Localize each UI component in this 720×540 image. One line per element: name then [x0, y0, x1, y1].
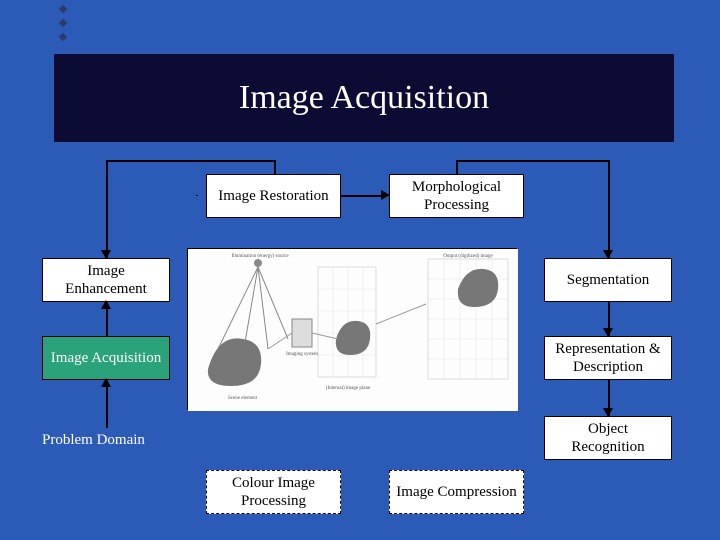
- svg-text:Scene element: Scene element: [228, 396, 258, 401]
- box-label: Morphological Processing: [396, 178, 517, 214]
- box-image-restoration: Image Restoration: [206, 174, 341, 218]
- box-label: Image Enhancement: [49, 262, 163, 298]
- svg-text:Illumination (energy) source: Illumination (energy) source: [231, 254, 289, 259]
- box-morphological-processing: Morphological Processing: [389, 174, 524, 218]
- box-label: Colour Image Processing: [213, 474, 334, 510]
- box-image-compression: Image Compression: [389, 470, 524, 514]
- center-figure: Illumination (energy) source Imaging sys…: [187, 248, 517, 410]
- box-label: Object Recognition: [551, 420, 665, 456]
- box-label: Segmentation: [567, 271, 650, 289]
- box-label: Image Restoration: [218, 187, 328, 205]
- svg-text:Output (digitized) image: Output (digitized) image: [443, 254, 493, 259]
- box-image-enhancement: Image Enhancement: [42, 258, 170, 302]
- decorative-bullets: [60, 6, 66, 48]
- page-title: Image Acquisition: [239, 79, 489, 117]
- box-label: Image Compression: [396, 483, 516, 501]
- slide: Image Acquisition Image Restoration Morp…: [0, 0, 720, 540]
- box-label: Image Acquisition: [51, 349, 161, 367]
- box-label: Representation & Description: [551, 340, 665, 376]
- box-image-acquisition: Image Acquisition: [42, 336, 170, 380]
- box-representation-description: Representation & Description: [544, 336, 672, 380]
- imaging-diagram-svg: Illumination (energy) source Imaging sys…: [188, 249, 518, 411]
- box-colour-image-processing: Colour Image Processing: [206, 470, 341, 514]
- svg-text:(Internal) image plane: (Internal) image plane: [326, 386, 371, 391]
- box-segmentation: Segmentation: [544, 258, 672, 302]
- title-band: Image Acquisition: [54, 54, 674, 142]
- box-object-recognition: Object Recognition: [544, 416, 672, 460]
- problem-domain-label: Problem Domain: [42, 432, 145, 449]
- svg-text:Imaging system: Imaging system: [286, 352, 318, 357]
